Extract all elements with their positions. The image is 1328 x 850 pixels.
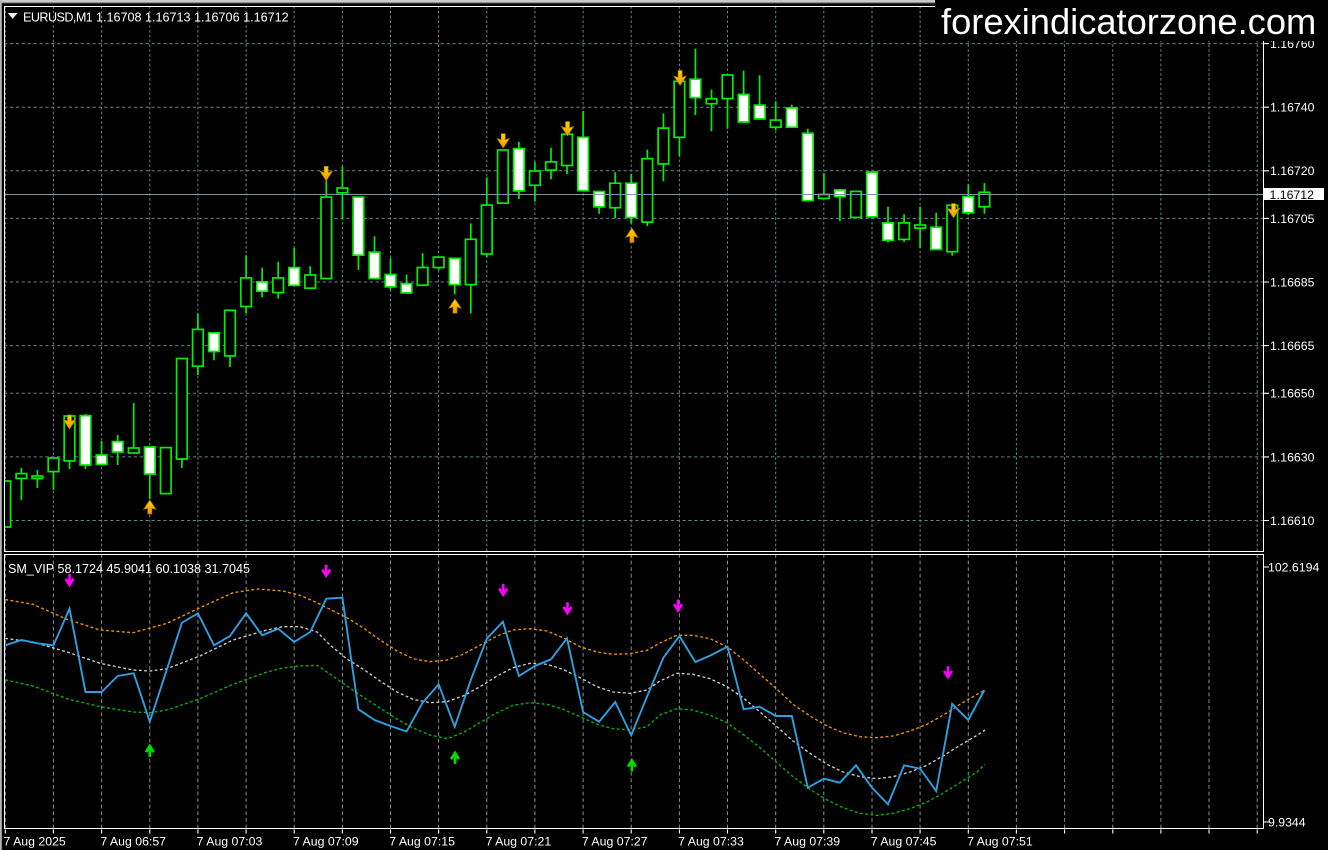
- svg-text:7 Aug 07:03: 7 Aug 07:03: [197, 835, 263, 849]
- svg-text:1.16630: 1.16630: [1270, 450, 1315, 464]
- svg-text:7 Aug 07:15: 7 Aug 07:15: [389, 835, 455, 849]
- svg-text:1.16708 1.16713 1.16706 1.1671: 1.16708 1.16713 1.16706 1.16712: [96, 10, 289, 24]
- svg-text:9.9344: 9.9344: [1268, 815, 1306, 829]
- svg-text:7 Aug 07:51: 7 Aug 07:51: [967, 835, 1033, 849]
- svg-text:7 Aug 07:09: 7 Aug 07:09: [293, 835, 359, 849]
- svg-text:1.16705: 1.16705: [1270, 212, 1315, 226]
- svg-text:7 Aug 2025: 7 Aug 2025: [4, 835, 66, 849]
- svg-text:7 Aug 07:45: 7 Aug 07:45: [871, 835, 937, 849]
- svg-text:1.16650: 1.16650: [1270, 387, 1315, 401]
- svg-text:1.16720: 1.16720: [1270, 164, 1315, 178]
- svg-text:1.16712: 1.16712: [1270, 188, 1315, 202]
- svg-text:7 Aug 07:33: 7 Aug 07:33: [678, 835, 744, 849]
- svg-text:EURUSD,M1: EURUSD,M1: [23, 10, 93, 24]
- svg-text:1.16740: 1.16740: [1270, 101, 1315, 115]
- svg-text:forexindicatorzone.com: forexindicatorzone.com: [941, 1, 1316, 42]
- svg-text:1.16665: 1.16665: [1270, 339, 1315, 353]
- svg-text:7 Aug 07:39: 7 Aug 07:39: [774, 835, 840, 849]
- svg-text:1.16685: 1.16685: [1270, 275, 1315, 289]
- svg-text:7 Aug 07:21: 7 Aug 07:21: [486, 835, 552, 849]
- svg-text:102.6194: 102.6194: [1268, 560, 1319, 574]
- svg-text:7 Aug 07:27: 7 Aug 07:27: [582, 835, 648, 849]
- svg-text:1.16610: 1.16610: [1270, 514, 1315, 528]
- svg-text:7 Aug 06:57: 7 Aug 06:57: [100, 835, 166, 849]
- svg-text:SM_VIP 58.1724 45.9041 60.1038: SM_VIP 58.1724 45.9041 60.1038 31.7045: [8, 562, 250, 576]
